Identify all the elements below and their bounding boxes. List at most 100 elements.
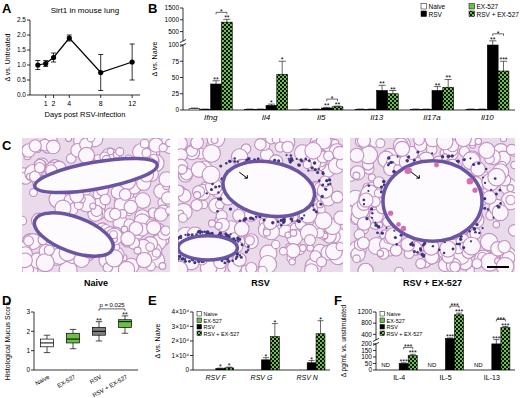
legend-label: RSV + EX-527 — [387, 331, 423, 337]
bar — [366, 109, 377, 110]
bar — [443, 87, 454, 110]
boxes — [41, 316, 132, 353]
alveolus — [203, 145, 221, 163]
bar — [300, 109, 311, 110]
significance: * — [228, 362, 231, 369]
y-tick-label: 3×10⁴ — [172, 323, 190, 330]
error-bar — [257, 109, 264, 110]
cell — [217, 198, 219, 200]
alveolus — [255, 139, 267, 151]
alveolus — [44, 245, 54, 255]
alveolus — [317, 201, 324, 208]
y-axis-label: Δ vs. Naive — [154, 323, 161, 358]
y-tick-label: 1×10⁴ — [172, 352, 190, 359]
bar — [316, 334, 325, 370]
bars — [399, 313, 510, 370]
error-bar — [191, 108, 198, 110]
legend-label: RSV — [429, 11, 443, 18]
tissue-bg — [350, 138, 515, 272]
alveolus — [191, 138, 204, 149]
alveolus — [282, 141, 293, 152]
cell — [277, 221, 279, 223]
y-tick — [180, 8, 183, 9]
axis-line — [376, 312, 377, 340]
cell — [228, 235, 230, 237]
alveolus — [159, 263, 166, 270]
alveolus — [496, 258, 514, 272]
error-bar — [51, 53, 56, 62]
error-bar — [312, 109, 319, 110]
line-group — [35, 35, 134, 91]
cell — [296, 158, 298, 160]
alveolus — [376, 139, 385, 148]
x-tick-label: RSV G — [251, 374, 273, 381]
cell — [432, 245, 434, 247]
y-tick-label: 0 — [175, 106, 179, 113]
alveolus — [234, 222, 249, 237]
legend-swatch — [380, 331, 385, 336]
x-tick-label: 12 — [128, 100, 136, 107]
cell — [297, 163, 301, 167]
cell — [483, 207, 486, 210]
alveolus — [331, 191, 343, 203]
legend-label: EX-527 — [387, 318, 405, 324]
alveolus — [286, 244, 300, 258]
y-tick-label: 200 — [361, 340, 372, 347]
cell — [325, 188, 328, 191]
alveolus — [472, 259, 482, 269]
cell — [321, 184, 323, 186]
alveolus — [46, 140, 60, 154]
error-bar — [357, 109, 364, 110]
error-bar — [202, 109, 209, 110]
cell — [300, 160, 303, 163]
x-tick-label: IL-4 — [393, 374, 405, 381]
alveolus — [202, 166, 220, 184]
cell — [231, 259, 234, 262]
alveolus — [440, 241, 456, 257]
bar — [446, 339, 455, 370]
x-tick-label: 2 — [52, 100, 56, 107]
y-tick-label: 1000 — [165, 16, 180, 23]
y-axis — [190, 312, 330, 370]
alveolus — [479, 142, 495, 158]
x-tick-label: Ifng — [204, 113, 218, 122]
alveolus — [272, 240, 280, 248]
cell — [226, 234, 228, 236]
error-bar — [98, 55, 103, 91]
y-tick-label: 2.0 — [17, 31, 26, 38]
axis-line — [34, 312, 35, 370]
airway — [29, 204, 119, 265]
scale-bar — [487, 266, 509, 268]
y-tick-label: 1 — [26, 347, 30, 354]
tissue-bg — [178, 138, 343, 272]
significance: ** — [122, 311, 128, 318]
error-bar — [246, 109, 253, 110]
significance: ** — [224, 14, 230, 21]
y-tick — [31, 370, 34, 371]
mucus — [401, 226, 406, 231]
cell — [370, 207, 373, 210]
y-axis-label: Δ vs. Untreated — [4, 33, 11, 81]
bar — [408, 356, 417, 370]
alveolus — [455, 138, 471, 147]
mucus — [405, 167, 412, 174]
alveolus — [24, 236, 34, 246]
alveolus — [511, 161, 515, 168]
cell — [497, 205, 500, 208]
alveolus — [350, 166, 364, 180]
axis-line — [183, 8, 184, 41]
x-tick-label: Il13 — [370, 113, 383, 122]
mucus — [396, 222, 401, 227]
axis-break — [373, 338, 379, 345]
cell — [462, 246, 465, 249]
cell — [236, 236, 239, 239]
cell — [413, 250, 416, 253]
cell — [305, 158, 308, 161]
cell — [382, 180, 386, 184]
y-axis — [27, 20, 140, 95]
cell — [484, 182, 486, 184]
panel-label: Naive — [84, 278, 108, 288]
error-bar — [468, 109, 475, 110]
cell — [235, 257, 238, 260]
cell — [227, 260, 230, 263]
